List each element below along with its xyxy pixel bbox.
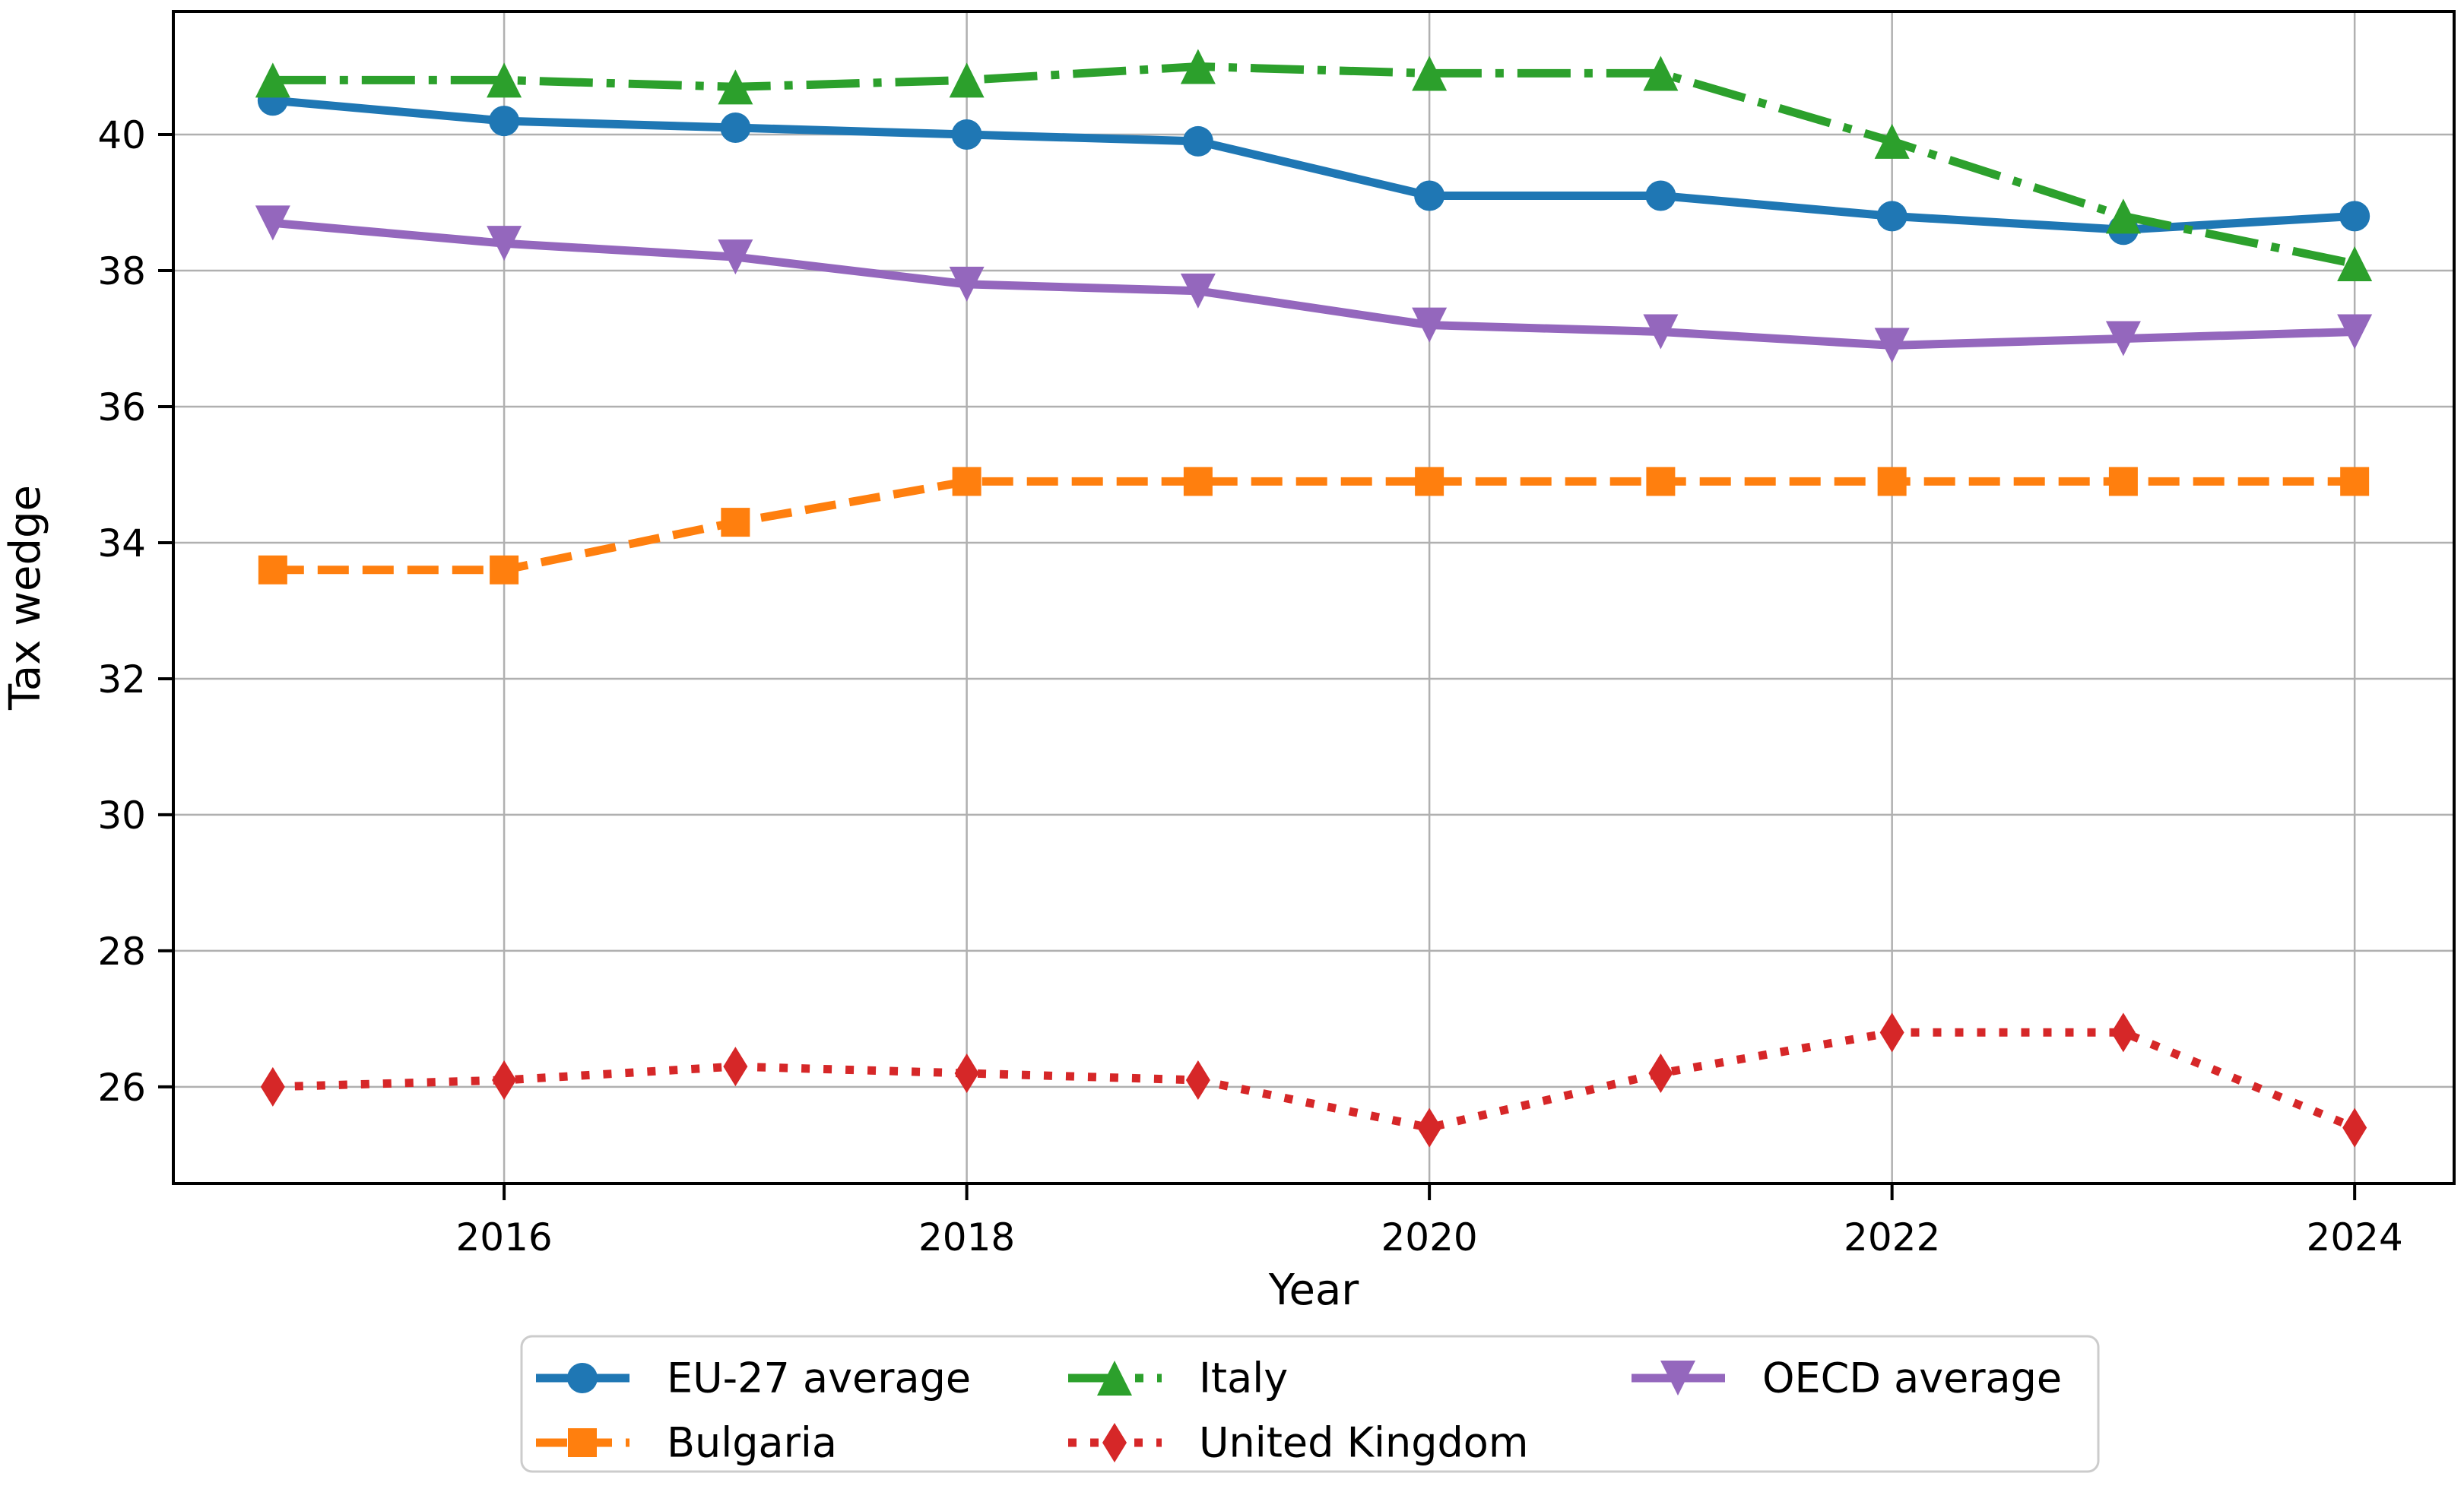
data-point-marker xyxy=(949,266,985,302)
data-point-marker xyxy=(255,205,290,241)
y-tick-label: 26 xyxy=(97,1066,146,1110)
data-point-marker xyxy=(2342,1107,2367,1148)
grid-layer xyxy=(173,11,2454,1183)
series-line xyxy=(272,218,2355,350)
data-point-marker xyxy=(2337,314,2373,350)
legend-item-bulgaria: Bulgaria xyxy=(536,1419,837,1467)
data-point-marker xyxy=(718,69,753,105)
series-oecd-average xyxy=(255,205,2373,363)
data-point-marker xyxy=(720,112,751,144)
data-point-marker xyxy=(1645,180,1676,211)
data-point-marker xyxy=(258,555,287,585)
data-point-marker xyxy=(1876,201,1907,232)
series-bulgaria xyxy=(258,467,2370,585)
data-point-marker xyxy=(2108,467,2138,496)
series-eu-27-average xyxy=(257,85,2370,246)
data-point-marker xyxy=(1412,307,1448,343)
data-point-marker xyxy=(2105,321,2141,356)
legend-label: Italy xyxy=(1199,1354,1288,1402)
x-tick-label: 2020 xyxy=(1381,1215,1478,1259)
data-point-marker xyxy=(952,467,981,496)
legend-label: EU-27 average xyxy=(667,1354,971,1402)
data-point-marker xyxy=(954,1054,979,1094)
x-tick-label: 2018 xyxy=(918,1215,1015,1259)
data-point-marker xyxy=(1415,467,1444,496)
data-point-marker xyxy=(721,508,750,537)
data-point-marker xyxy=(1417,1107,1442,1148)
data-point-marker xyxy=(489,106,520,137)
data-point-marker xyxy=(255,62,290,98)
legend-item-united-kingdom: United Kingdom xyxy=(1068,1419,1528,1467)
data-point-marker xyxy=(1180,49,1216,84)
legend-label: United Kingdom xyxy=(1199,1419,1528,1467)
legend-label: OECD average xyxy=(1762,1354,2062,1402)
series-line xyxy=(272,477,2355,575)
data-point-marker xyxy=(2110,1012,2136,1053)
data-point-marker xyxy=(487,226,522,261)
axes-layer: 26 28 30 32 34 36 38 40 2016 2018 2020 2022 2024 xyxy=(97,10,2456,1259)
y-tick-label: 32 xyxy=(97,657,146,702)
data-point-marker xyxy=(1874,123,1910,159)
y-tick-label: 30 xyxy=(97,794,146,838)
legend-item-eu-27-average: EU-27 average xyxy=(536,1354,971,1402)
y-tick-label: 34 xyxy=(97,521,146,566)
data-point-marker xyxy=(951,119,982,150)
legend-item-italy: Italy xyxy=(1068,1354,1288,1402)
series-united-kingdom xyxy=(260,1012,2367,1148)
data-point-marker xyxy=(487,62,522,98)
data-point-marker xyxy=(1646,467,1676,496)
legend-item-oecd-average: OECD average xyxy=(1632,1354,2062,1402)
data-point-marker xyxy=(1182,125,1213,157)
data-point-marker xyxy=(2105,198,2141,234)
data-point-marker xyxy=(1874,328,1910,363)
series-line xyxy=(272,1028,2357,1133)
x-axis-label: Year xyxy=(1268,1266,1360,1315)
legend-label: Bulgaria xyxy=(667,1419,837,1467)
series-layer xyxy=(255,49,2373,1148)
data-point-marker xyxy=(1412,55,1448,91)
legend-box xyxy=(520,1335,2100,1473)
y-tick-label: 36 xyxy=(97,385,146,429)
data-point-marker xyxy=(1643,55,1679,91)
data-point-marker xyxy=(1097,1361,1132,1396)
series-line xyxy=(272,96,2355,234)
data-point-marker xyxy=(2339,201,2370,232)
data-point-marker xyxy=(718,239,753,275)
data-point-marker xyxy=(949,62,985,98)
data-point-marker xyxy=(1180,273,1216,309)
data-point-marker xyxy=(492,1060,517,1100)
legend: EU-27 average Bulgaria Italy United Kingdom… xyxy=(520,1335,2100,1473)
data-point-marker xyxy=(1648,1054,1673,1094)
data-point-marker xyxy=(1185,1060,1210,1100)
data-point-marker xyxy=(2340,467,2370,496)
data-point-marker xyxy=(1102,1423,1127,1462)
data-point-marker xyxy=(1660,1361,1695,1396)
data-point-marker xyxy=(723,1047,748,1087)
data-point-marker xyxy=(1643,314,1679,350)
x-tick-label: 2022 xyxy=(1844,1215,1940,1259)
y-tick-label: 28 xyxy=(97,930,146,974)
data-point-marker xyxy=(260,1066,285,1107)
x-tick-label: 2016 xyxy=(455,1215,552,1259)
y-axis-label: Tax wedge xyxy=(1,485,50,711)
y-tick-label: 38 xyxy=(97,249,146,293)
data-point-marker xyxy=(2337,246,2373,282)
y-tick-label: 40 xyxy=(97,113,146,157)
data-point-marker xyxy=(1414,180,1445,211)
data-point-marker xyxy=(1877,467,1907,496)
series-italy xyxy=(255,49,2373,282)
data-point-marker xyxy=(490,555,519,585)
data-point-marker xyxy=(567,1363,598,1393)
plot-area-border xyxy=(172,10,2456,1185)
data-point-marker xyxy=(568,1428,597,1457)
data-point-marker xyxy=(1879,1012,1904,1053)
data-point-marker xyxy=(1183,467,1213,496)
x-tick-label: 2024 xyxy=(2307,1215,2403,1259)
